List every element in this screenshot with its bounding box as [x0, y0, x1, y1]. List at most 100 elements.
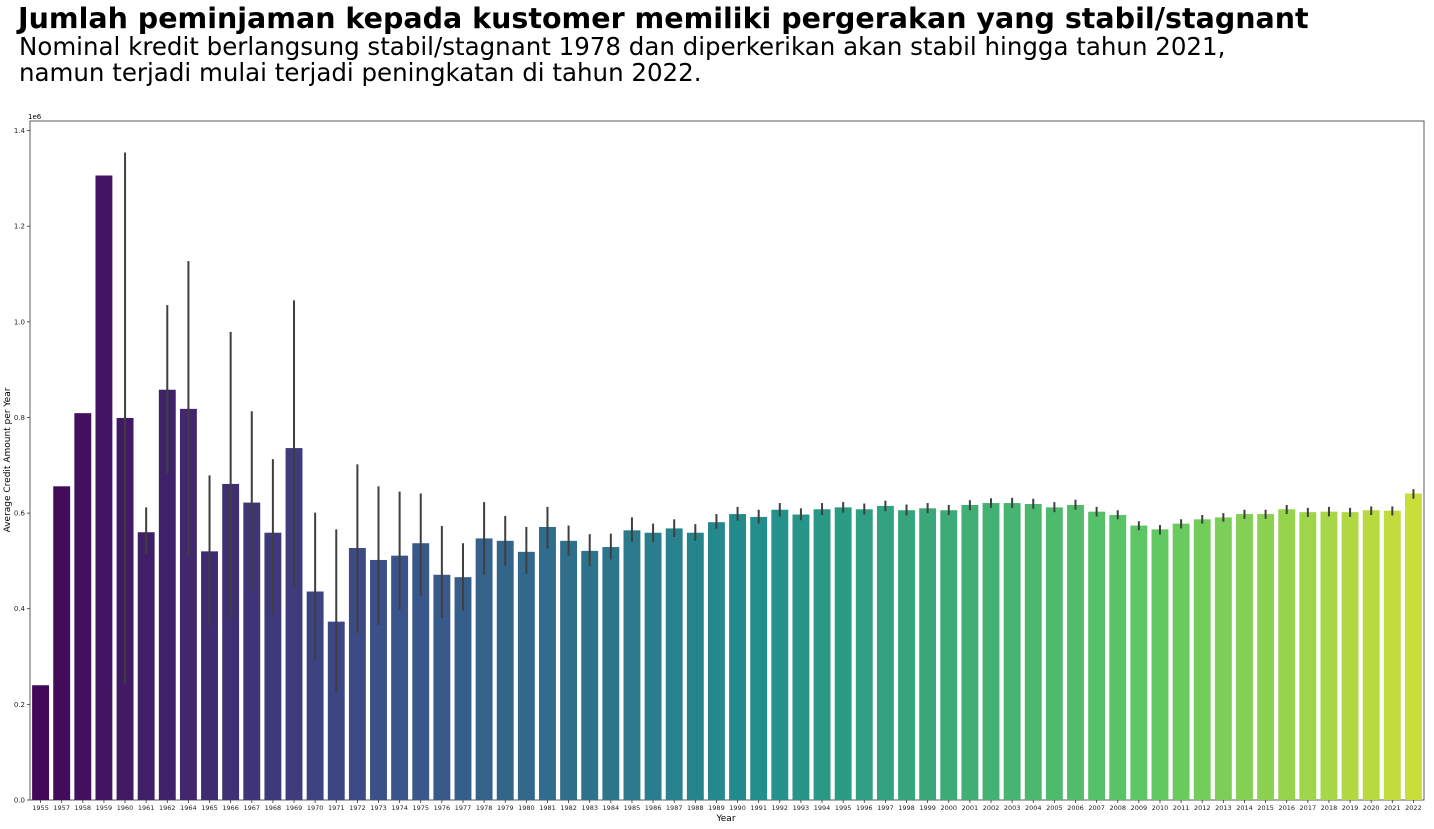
x-tick-label: 1984 [603, 804, 620, 812]
bar [707, 522, 725, 800]
bar [1045, 507, 1063, 800]
x-tick-label: 1959 [96, 804, 113, 812]
bar [158, 389, 176, 800]
x-tick-label: 2020 [1363, 804, 1380, 812]
x-tick-label: 2003 [1004, 804, 1021, 812]
y-axis-offset-label: 1e6 [28, 113, 42, 121]
x-tick-label: 1960 [117, 804, 134, 812]
x-tick-label: 1989 [708, 804, 725, 812]
bar [1024, 504, 1042, 800]
x-tick-label: 2007 [1088, 804, 1105, 812]
bar [644, 532, 662, 800]
bar [919, 508, 937, 800]
bar [433, 574, 451, 800]
x-tick-label: 1986 [645, 804, 662, 812]
bar [813, 509, 831, 800]
x-tick-label: 1973 [370, 804, 387, 812]
bar [665, 528, 683, 800]
x-tick-label: 1981 [539, 804, 556, 812]
x-tick-label: 2005 [1046, 804, 1063, 812]
y-tick-label: 0.6 [14, 510, 26, 518]
x-tick-label: 1962 [159, 804, 176, 812]
x-tick-label: 2018 [1321, 804, 1338, 812]
bar [1299, 512, 1317, 800]
x-tick-label: 1987 [666, 804, 683, 812]
x-tick-label: 2019 [1342, 804, 1359, 812]
x-tick-label: 1985 [624, 804, 641, 812]
x-tick-label: 1964 [180, 804, 197, 812]
x-tick-label: 1979 [497, 804, 514, 812]
bar [179, 408, 197, 800]
bar [74, 413, 92, 800]
x-tick-label: 1999 [919, 804, 936, 812]
bar [1257, 514, 1275, 800]
bar [1278, 509, 1296, 800]
x-tick-label: 1993 [793, 804, 810, 812]
x-tick-label: 1998 [898, 804, 915, 812]
bar [898, 510, 915, 800]
bar [1109, 515, 1127, 800]
bar [1404, 493, 1422, 800]
x-tick-label: 2010 [1152, 804, 1169, 812]
bar [961, 504, 979, 800]
x-axis-label: Year [715, 814, 735, 824]
x-tick-label: 2001 [962, 804, 979, 812]
bar [1151, 529, 1169, 800]
x-tick-label: 2013 [1215, 804, 1232, 812]
x-tick-label: 1988 [687, 804, 704, 812]
bar [201, 551, 218, 800]
bar [264, 532, 282, 800]
bar [834, 507, 852, 800]
bar [729, 514, 747, 800]
bar [517, 551, 535, 800]
x-tick-label: 1966 [222, 804, 239, 812]
x-tick-label: 1992 [772, 804, 789, 812]
bar [496, 540, 514, 800]
x-tick-label: 2014 [1236, 804, 1253, 812]
x-tick-label: 1970 [307, 804, 324, 812]
x-tick-label: 2017 [1300, 804, 1317, 812]
bar [771, 509, 789, 800]
x-tick-label: 1983 [581, 804, 598, 812]
bar [1362, 510, 1380, 800]
y-tick-label: 1.2 [14, 223, 25, 231]
bar [1341, 512, 1359, 800]
y-tick-label: 0.2 [14, 701, 25, 709]
x-tick-label: 1978 [476, 804, 493, 812]
x-tick-label: 1975 [412, 804, 429, 812]
bar [327, 621, 345, 800]
bar [1214, 517, 1232, 800]
x-tick-label: 1991 [750, 804, 767, 812]
x-tick-label: 2006 [1067, 804, 1084, 812]
bar [348, 548, 366, 800]
x-tick-label: 1965 [201, 804, 218, 812]
x-tick-label: 1997 [877, 804, 894, 812]
x-tick-label: 2011 [1173, 804, 1190, 812]
bar [1130, 525, 1148, 800]
x-tick-label: 2002 [983, 804, 1000, 812]
bar [623, 530, 641, 800]
y-tick-label: 0.8 [14, 414, 25, 422]
x-tick-label: 1968 [265, 804, 282, 812]
x-tick-label: 2008 [1109, 804, 1126, 812]
bar [940, 510, 958, 800]
x-tick-label: 2016 [1278, 804, 1295, 812]
x-tick-label: 1967 [243, 804, 260, 812]
bar [1320, 511, 1338, 800]
y-tick-label: 0.4 [14, 605, 26, 613]
bar [1067, 504, 1084, 800]
bar [876, 505, 894, 800]
y-tick-label: 0.0 [14, 797, 25, 805]
bar [137, 532, 155, 800]
bar [1088, 511, 1106, 800]
bar [222, 483, 240, 800]
bar [539, 526, 556, 800]
x-tick-label: 1955 [32, 804, 49, 812]
x-tick-label: 2000 [940, 804, 957, 812]
x-tick-label: 1980 [518, 804, 535, 812]
x-tick-label: 1995 [835, 804, 852, 812]
x-tick-label: 1994 [814, 804, 831, 812]
bar [412, 543, 430, 800]
y-tick-label: 1.4 [14, 127, 26, 135]
